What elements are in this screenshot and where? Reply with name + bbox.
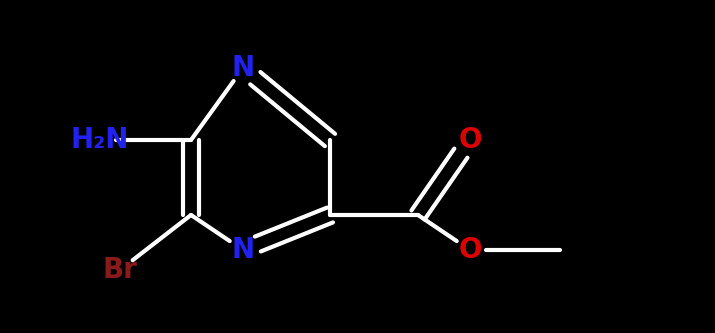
Text: O: O <box>458 236 482 264</box>
Text: N: N <box>232 54 255 82</box>
Text: N: N <box>232 236 255 264</box>
Text: O: O <box>458 126 482 154</box>
Text: Br: Br <box>102 256 137 284</box>
Text: H₂N: H₂N <box>71 126 129 154</box>
